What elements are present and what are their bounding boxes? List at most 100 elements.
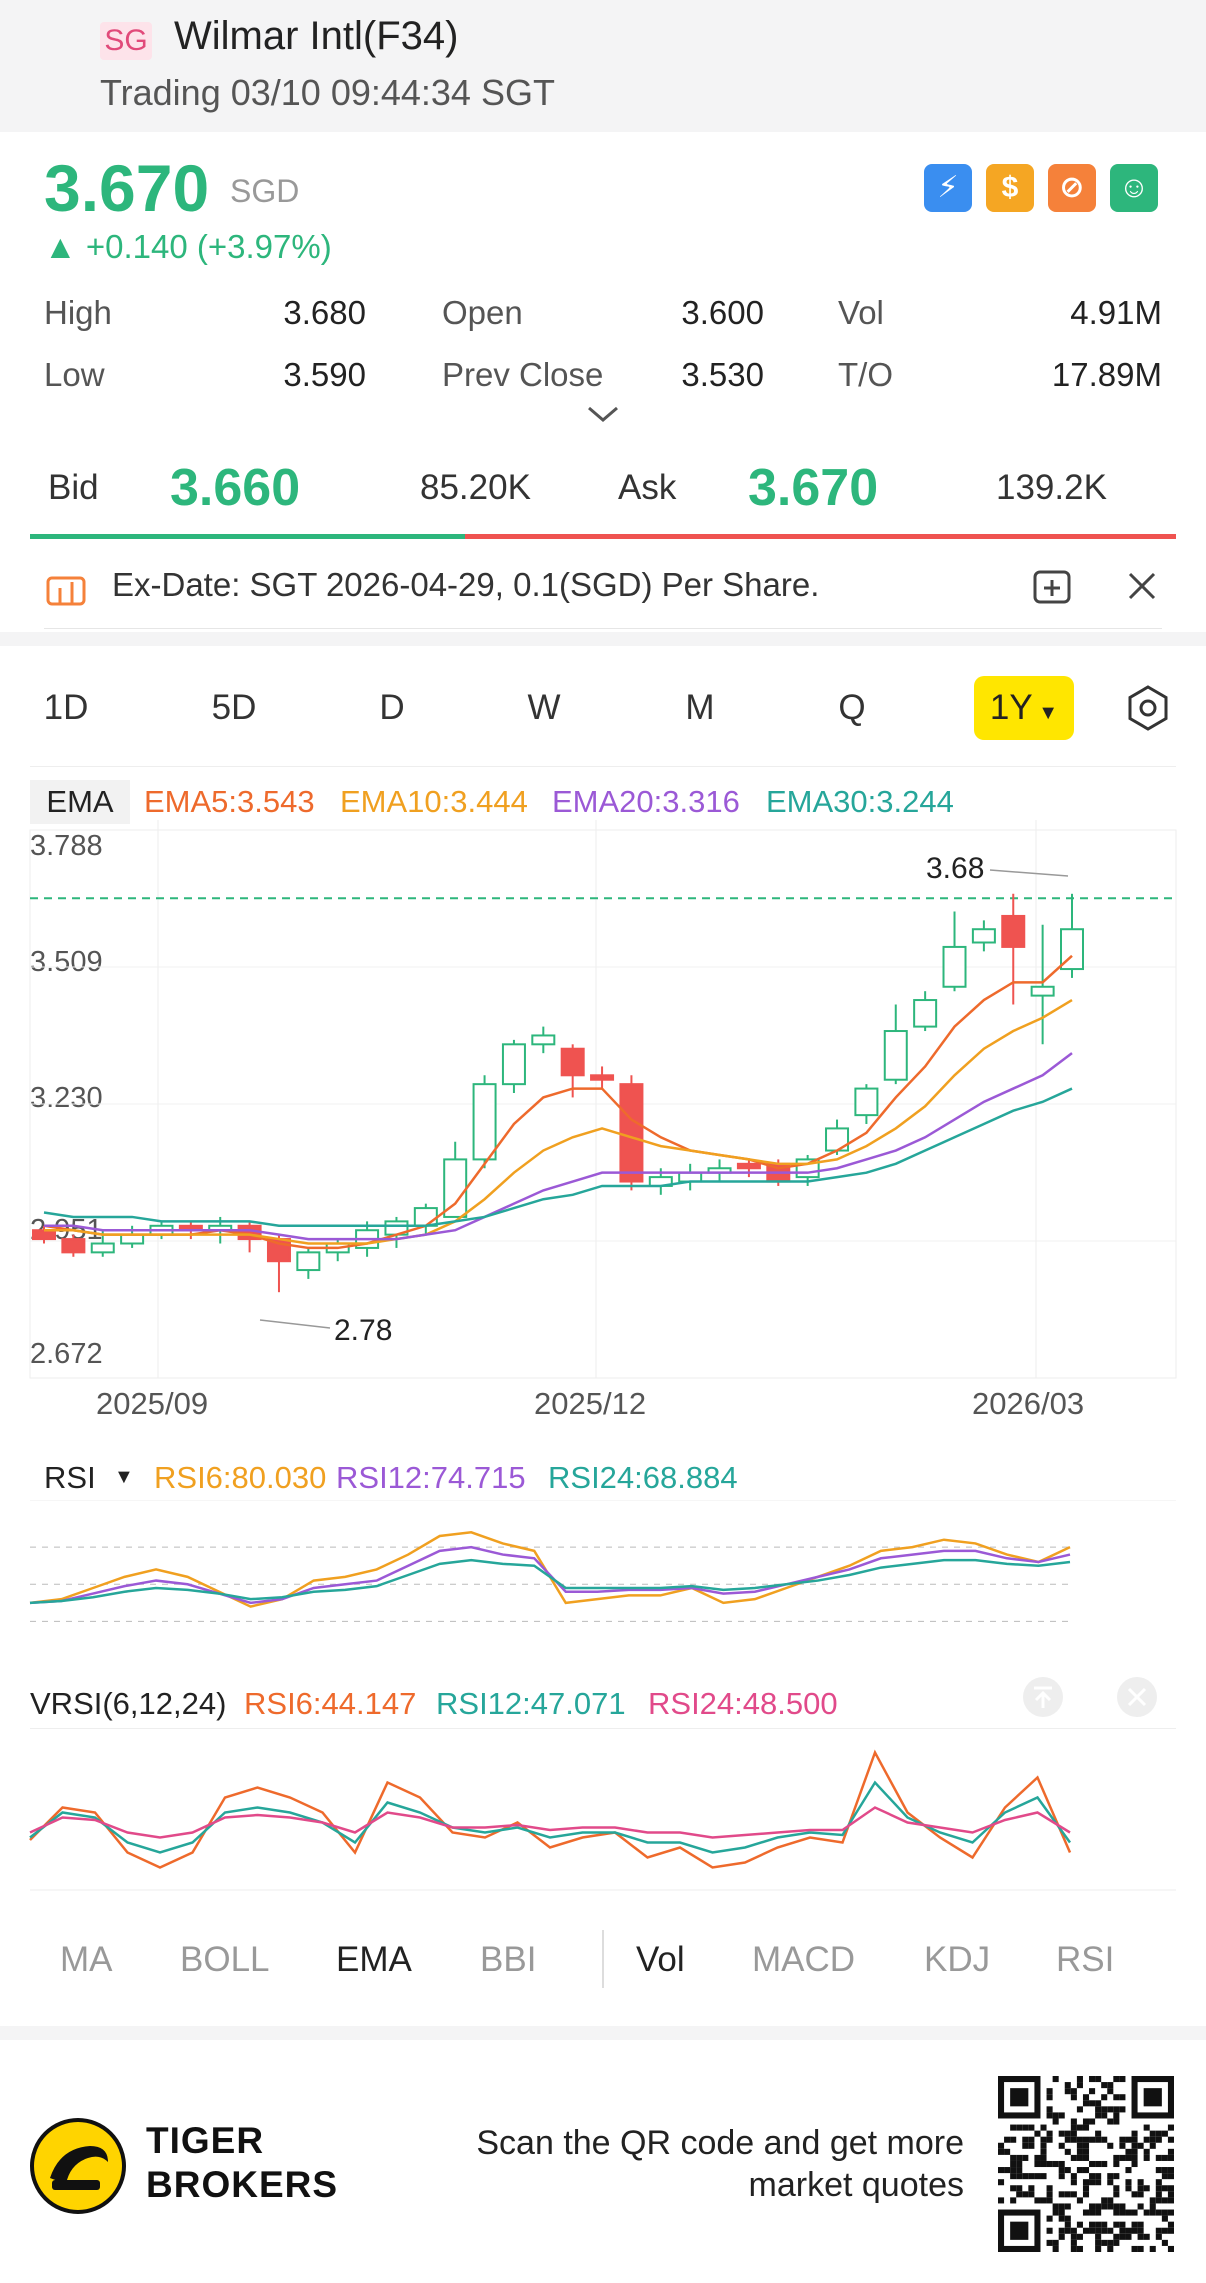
indicator-bbi[interactable]: BBI [480, 1940, 537, 1979]
market-badge: SG [100, 22, 152, 60]
brand-line2: BROKERS [146, 2164, 339, 2205]
indicator-selector[interactable]: EMA [30, 780, 130, 824]
qr-module [1137, 2227, 1144, 2234]
qr-module [1095, 2221, 1102, 2228]
qr-module [1089, 2136, 1096, 2143]
qr-module [1076, 2106, 1083, 2113]
qr-module [1149, 2203, 1156, 2210]
qr-module [1119, 2221, 1126, 2228]
qr-module [1161, 2185, 1168, 2192]
indicator-boll[interactable]: BOLL [180, 1940, 270, 1979]
qr-module [1125, 2209, 1132, 2216]
ema20-legend: EMA20:3.316 [552, 784, 740, 819]
add-calendar-icon[interactable] [1032, 566, 1072, 606]
qr-module [998, 2197, 1005, 2204]
qr-module [1149, 2136, 1156, 2143]
rsi-line-rsi12 [29, 1545, 1071, 1605]
x-tick: 2025/12 [534, 1386, 647, 1421]
qr-module [1082, 2191, 1090, 2198]
tab-q[interactable]: Q [838, 688, 866, 727]
vrsi-chart[interactable] [0, 1730, 1206, 1892]
qr-module [1119, 2076, 1126, 2083]
qr-module [1095, 2233, 1102, 2240]
candle-body [619, 1083, 644, 1183]
qr-module [1076, 2167, 1083, 2174]
qr-module [1149, 2142, 1156, 2149]
qr-module [1082, 2094, 1090, 2101]
indicator-vol[interactable]: Vol [636, 1940, 685, 1979]
ema10-legend: EMA10:3.444 [340, 784, 528, 819]
close-icon[interactable] [1124, 568, 1160, 604]
tab-w[interactable]: W [527, 688, 561, 727]
money-hand-icon[interactable]: ☺ [1110, 164, 1158, 212]
qr-module [1082, 2100, 1090, 2107]
qr-module [1113, 2118, 1120, 2125]
qr-module [1101, 2197, 1108, 2204]
vrsi12-legend: RSI12:47.071 [436, 1686, 626, 1721]
qr-module [1064, 2130, 1071, 2137]
qr-module [1143, 2154, 1150, 2161]
indicator-ma[interactable]: MA [60, 1940, 113, 1979]
qr-module [1040, 2160, 1047, 2168]
qr-module [1095, 2203, 1102, 2210]
qr-module [1064, 2167, 1071, 2174]
caret-down-icon: ▼ [1032, 702, 1059, 724]
tab-1d[interactable]: 1D [43, 688, 89, 727]
tab-5d[interactable]: 5D [211, 688, 257, 727]
qr-module [1131, 2154, 1138, 2161]
qr-module [1052, 2239, 1059, 2246]
qr-module [1113, 2112, 1120, 2119]
qr-module [1046, 2094, 1053, 2101]
qr-module [1064, 2136, 1071, 2143]
qr-module [1046, 2185, 1053, 2192]
qr-module [1149, 2197, 1156, 2204]
settings-icon[interactable] [1124, 684, 1172, 732]
no-short-icon[interactable]: ⊘ [1048, 164, 1096, 212]
qr-module [1119, 2154, 1126, 2161]
up-arrow-icon: ▲ [44, 228, 86, 265]
indicator-ema[interactable]: EMA [336, 1940, 412, 1979]
qr-module [1167, 2173, 1174, 2180]
qr-module [1101, 2221, 1108, 2228]
chevron-down-icon[interactable] [585, 402, 621, 426]
indicator-kdj[interactable]: KDJ [924, 1940, 991, 1979]
indicator-rsi[interactable]: RSI [1056, 1940, 1115, 1979]
qr-module [998, 2142, 1005, 2149]
qr-module [1113, 2076, 1120, 2083]
qr-module [1076, 2136, 1083, 2143]
qr-module [1143, 2209, 1150, 2216]
rsi-chart[interactable] [0, 1500, 1206, 1650]
tab-1y[interactable]: 1Y ▼ [974, 676, 1074, 740]
candlestick-chart[interactable] [0, 820, 1206, 1380]
qr-module [1113, 2191, 1120, 2198]
move-top-icon[interactable] [1022, 1676, 1064, 1718]
tab-d[interactable]: D [379, 688, 405, 727]
qr-module [1125, 2233, 1132, 2240]
qr-module [1070, 2154, 1077, 2161]
qr-module [1113, 2185, 1120, 2192]
qr-module [1101, 2106, 1108, 2113]
qr-module [1149, 2130, 1156, 2137]
candle-body [1030, 985, 1055, 997]
rsi-label[interactable]: RSI [44, 1460, 96, 1495]
qr-module [1107, 2203, 1114, 2210]
qr-module [1119, 2136, 1126, 2143]
dollar-icon[interactable]: $ [986, 164, 1034, 212]
indicator-macd[interactable]: MACD [752, 1940, 856, 1979]
qr-module [1131, 2148, 1138, 2155]
caret-down-icon[interactable]: ▼ [114, 1466, 134, 1488]
qr-module [1119, 2203, 1126, 2210]
tab-m[interactable]: M [685, 688, 715, 727]
ema-line-ema30 [43, 1087, 1073, 1228]
lightning-icon[interactable]: ⚡ [924, 164, 972, 212]
stat-label: Low [44, 356, 105, 393]
qr-module [1016, 2167, 1023, 2174]
stat-value: 17.89M [1051, 356, 1162, 393]
qr-module [1167, 2154, 1174, 2161]
qr-module [1155, 2154, 1162, 2161]
stat-label: High [44, 294, 112, 331]
qr-module [1137, 2142, 1144, 2149]
candle-body [736, 1162, 761, 1170]
qr-module [1082, 2136, 1090, 2143]
close-indicator-icon[interactable] [1116, 1676, 1158, 1718]
